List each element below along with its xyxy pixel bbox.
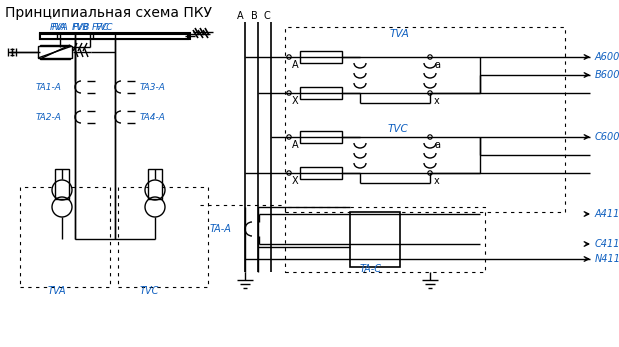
Text: FVA: FVA: [52, 23, 69, 32]
Bar: [38, 46, 72, 58]
Text: A: A: [292, 140, 298, 150]
Text: X: X: [292, 96, 298, 106]
Circle shape: [287, 171, 291, 175]
Text: C411: C411: [595, 239, 619, 249]
Bar: [300, 51, 342, 63]
Text: A600: A600: [595, 52, 619, 62]
Text: a: a: [434, 140, 440, 150]
Bar: [300, 167, 342, 179]
Bar: [300, 131, 342, 143]
Text: A: A: [292, 60, 298, 70]
Bar: [285, 207, 485, 272]
Text: B: B: [251, 11, 258, 21]
Text: TVC: TVC: [140, 286, 159, 296]
Circle shape: [428, 135, 432, 139]
Bar: [350, 212, 400, 267]
Bar: [40, 34, 188, 39]
Text: TVA: TVA: [390, 29, 410, 39]
Text: A411: A411: [595, 209, 619, 219]
Bar: [40, 45, 70, 59]
Circle shape: [287, 55, 291, 59]
Circle shape: [287, 135, 291, 139]
Text: FVC: FVC: [96, 23, 113, 32]
Text: x: x: [434, 176, 439, 186]
Bar: [285, 27, 565, 212]
Text: Принципиальная схема ПКУ: Принципиальная схема ПКУ: [5, 6, 212, 20]
Circle shape: [287, 91, 291, 95]
Text: X: X: [292, 176, 298, 186]
Circle shape: [428, 171, 432, 175]
Text: x: x: [434, 96, 439, 106]
Text: TVC: TVC: [388, 124, 409, 134]
Text: C: C: [264, 11, 271, 21]
Circle shape: [428, 55, 432, 59]
Text: a: a: [434, 60, 440, 70]
Bar: [55, 169, 69, 199]
Text: TA2-A: TA2-A: [36, 112, 62, 121]
Bar: [118, 187, 208, 287]
Text: FVB: FVB: [72, 23, 89, 32]
Text: TA4-A: TA4-A: [140, 112, 166, 121]
Text: B600: B600: [595, 70, 619, 80]
Bar: [40, 33, 190, 39]
Text: FVB: FVB: [73, 23, 90, 32]
Text: TVA: TVA: [48, 286, 67, 296]
Bar: [148, 169, 162, 199]
Text: FVC: FVC: [92, 23, 110, 32]
Text: N411: N411: [595, 254, 619, 264]
Text: A: A: [237, 11, 244, 21]
Bar: [300, 87, 342, 99]
Text: TA3-A: TA3-A: [140, 83, 166, 92]
Text: TA1-A: TA1-A: [36, 83, 62, 92]
Text: C600: C600: [595, 132, 619, 142]
Text: TA-C: TA-C: [360, 264, 382, 274]
Circle shape: [428, 91, 432, 95]
Text: FVA: FVA: [50, 23, 67, 32]
Text: TA-A: TA-A: [210, 224, 232, 234]
Bar: [20, 187, 110, 287]
